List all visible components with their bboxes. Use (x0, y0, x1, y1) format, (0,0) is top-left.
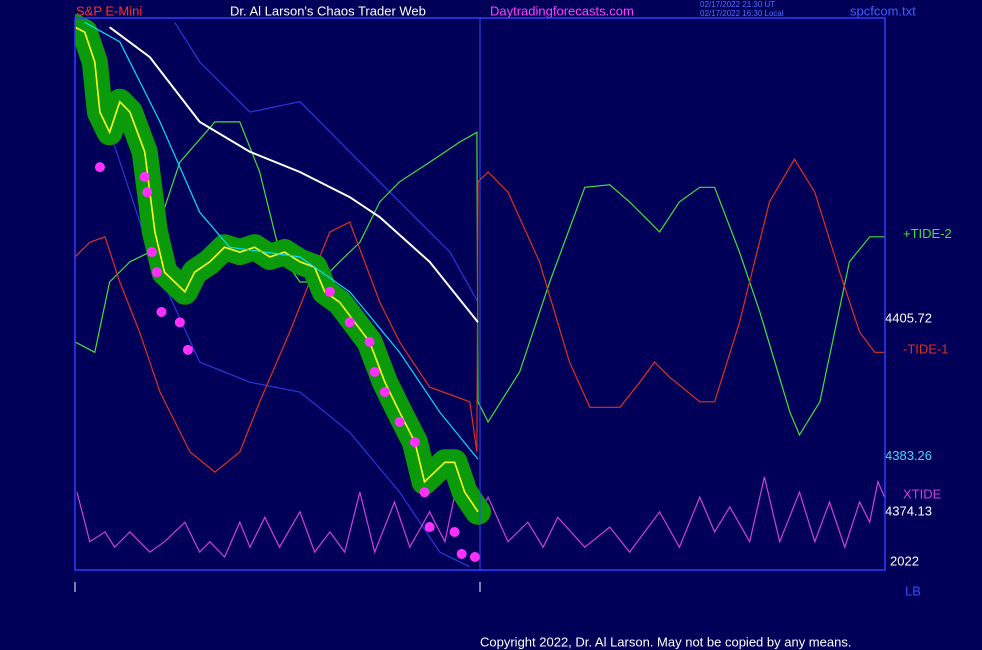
dot (151, 267, 162, 278)
dot (369, 366, 380, 377)
dot (364, 336, 375, 347)
timestamp: 02/17/2022 16:30 Local (700, 9, 784, 18)
file-name: spcfcom.txt (850, 3, 916, 18)
dot (146, 247, 157, 258)
year-label: 2022 (890, 553, 919, 568)
dot (182, 344, 193, 355)
dot (469, 552, 480, 562)
copyright: Copyright 2022, Dr. Al Larson. May not b… (480, 634, 851, 649)
dot (344, 317, 355, 328)
series-line (174, 21, 479, 303)
dot (424, 522, 435, 533)
price-label: 4383.26 (885, 448, 932, 463)
dot (156, 306, 167, 317)
timestamp: 02/17/2022 21:30 UT (700, 0, 775, 9)
series-label: XTIDE (903, 487, 942, 502)
chart-title: Dr. Al Larson's Chaos Trader Web (230, 3, 426, 18)
dot (419, 487, 430, 498)
series-line (75, 158, 885, 473)
dot (449, 526, 460, 537)
dot (142, 187, 153, 198)
series-label: -TIDE-1 (903, 342, 949, 357)
dot (379, 387, 390, 397)
series-label: +TIDE-2 (903, 226, 952, 241)
price-label: 4405.72 (885, 311, 932, 326)
dot (394, 416, 405, 427)
series-line (84, 21, 479, 460)
dot (456, 548, 467, 559)
dot (409, 437, 420, 448)
price-label: 4374.13 (885, 504, 932, 519)
corner-label: LB (905, 583, 921, 598)
dot (324, 286, 335, 297)
dot (94, 162, 105, 173)
dot (174, 317, 185, 328)
chart-subtitle: S&P E-Mini (76, 3, 142, 18)
series-line (109, 26, 479, 323)
site-name: Daytradingforecasts.com (490, 3, 634, 18)
dot (139, 171, 150, 182)
